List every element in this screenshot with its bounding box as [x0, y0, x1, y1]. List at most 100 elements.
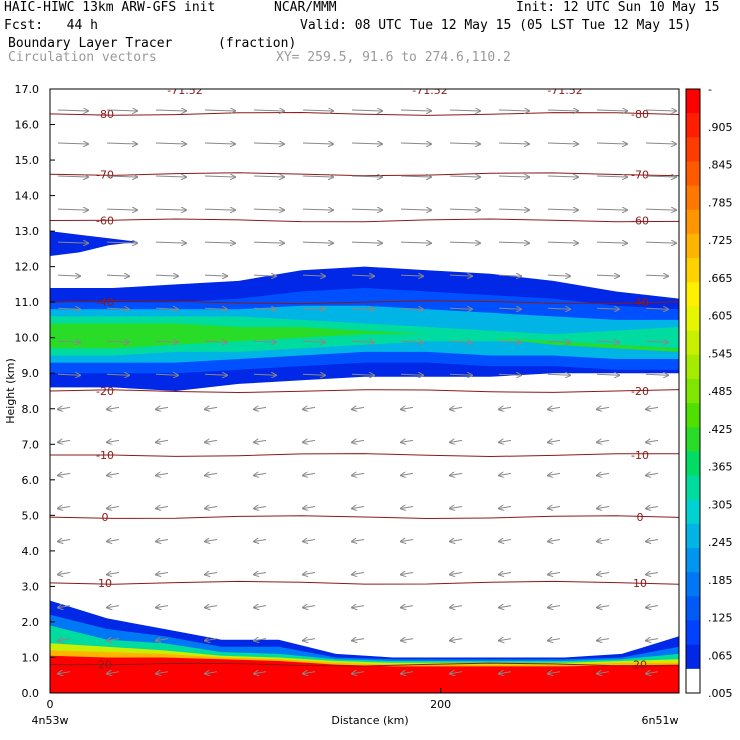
circulation-vector — [645, 110, 676, 111]
circulation-vector — [596, 176, 627, 177]
model-title: HAIC-HIWC 13km ARW-GFS init — [4, 0, 216, 15]
circulation-vector — [498, 308, 521, 309]
circulation-vector — [204, 209, 235, 210]
contour-label: -20 — [631, 385, 649, 398]
colorbar-label: .425 — [708, 423, 733, 436]
circulation-vector — [204, 374, 227, 375]
circulation-vector — [352, 407, 365, 409]
circulation-vector — [155, 341, 178, 342]
circulation-vector — [548, 672, 561, 674]
circulation-vector — [205, 407, 218, 409]
colorbar-swatch — [686, 354, 700, 380]
circulation-vector — [449, 374, 472, 375]
contour-label: -60 — [96, 214, 114, 227]
circulation-vector — [449, 176, 480, 177]
circulation-vector — [401, 672, 414, 674]
circulation-vector — [156, 506, 169, 508]
colorbar-frame — [685, 88, 701, 694]
circulation-vector — [254, 606, 267, 608]
colorbar-swatch — [686, 523, 700, 549]
circulation-vector — [106, 341, 129, 342]
circulation-vector — [645, 176, 676, 177]
circulation-vector — [205, 506, 218, 508]
y-tick-label: 1.0 — [22, 651, 40, 664]
circulation-vector — [254, 407, 267, 409]
circulation-vector — [58, 573, 71, 575]
circulation-vector — [205, 573, 218, 575]
circulation-vector — [205, 639, 218, 641]
circulation-vector — [450, 672, 463, 674]
circulation-vector — [106, 275, 129, 276]
x-tick-label: 0 — [47, 698, 54, 711]
contour-label: 20 — [98, 659, 112, 672]
circulation-vector — [303, 672, 316, 674]
circulation-vector — [548, 473, 561, 475]
circulation-vector — [302, 176, 333, 177]
circulation-vector — [107, 440, 120, 442]
institution: NCAR/MMM — [274, 0, 337, 15]
circulation-vector — [254, 440, 267, 442]
circulation-vector — [645, 143, 676, 144]
circulation-vector — [596, 110, 627, 111]
circulation-vector — [302, 242, 333, 243]
circulation-vector — [449, 308, 472, 309]
circulation-vector — [400, 341, 423, 342]
circulation-vector — [155, 110, 186, 111]
circulation-vector — [450, 639, 463, 641]
circulation-vector — [302, 275, 325, 276]
circulation-vector — [498, 242, 529, 243]
circulation-vector — [401, 639, 414, 641]
contour-label: -20 — [96, 385, 114, 398]
circulation-vector — [58, 407, 71, 409]
circulation-vector — [204, 176, 235, 177]
circulation-vector — [449, 275, 472, 276]
circulation-vector — [352, 440, 365, 442]
circulation-vector — [351, 242, 382, 243]
circulation-vector — [351, 275, 374, 276]
y-tick-label: 16.0 — [15, 119, 40, 132]
colorbar-swatch — [686, 620, 700, 646]
circulation-vector — [498, 209, 529, 210]
forecast-hour: Fcst: 44 h — [4, 18, 98, 33]
circulation-vector — [597, 540, 610, 542]
circulation-vector — [253, 242, 284, 243]
contour-top-label: -71.52 — [547, 84, 582, 97]
circulation-vector — [547, 143, 578, 144]
circulation-vector — [204, 308, 227, 309]
circulation-vector — [107, 473, 120, 475]
colorbar-label: - — [708, 83, 712, 96]
circulation-vector — [58, 506, 71, 508]
circulation-vector — [401, 440, 414, 442]
circulation-vector — [107, 573, 120, 575]
y-tick-label: 5.0 — [22, 509, 40, 522]
colorbar-label: .845 — [708, 159, 733, 172]
cross-section-coords: XY= 259.5, 91.6 to 274.6,110.2 — [276, 50, 511, 65]
colorbar-swatch — [686, 137, 700, 162]
circulation-vector — [302, 308, 325, 309]
circulation-vector — [499, 473, 512, 475]
colorbar-swatch — [686, 89, 700, 114]
circulation-vector — [646, 440, 659, 442]
circulation-vector — [498, 275, 521, 276]
circulation-vector — [400, 176, 431, 177]
circulation-vector — [547, 341, 570, 342]
valid-time: Valid: 08 UTC Tue 12 May 15 (05 LST Tue … — [300, 18, 692, 33]
circulation-vector — [400, 308, 423, 309]
circulation-vector — [57, 143, 88, 144]
circulation-vector — [401, 573, 414, 575]
circulation-vector — [401, 506, 414, 508]
circulation-vector — [205, 473, 218, 475]
contour-line — [50, 111, 679, 116]
circulation-vector — [646, 540, 659, 542]
colorbar-swatch — [686, 258, 700, 283]
circulation-vector — [253, 275, 276, 276]
circulation-vector — [156, 540, 169, 542]
circulation-vector — [303, 540, 316, 542]
circulation-vector — [57, 275, 80, 276]
colorbar-label: .905 — [708, 121, 733, 134]
circulation-vector — [548, 440, 561, 442]
circulation-vector — [57, 242, 88, 243]
y-tick-label: 4.0 — [22, 545, 40, 558]
circulation-vector — [400, 110, 431, 111]
